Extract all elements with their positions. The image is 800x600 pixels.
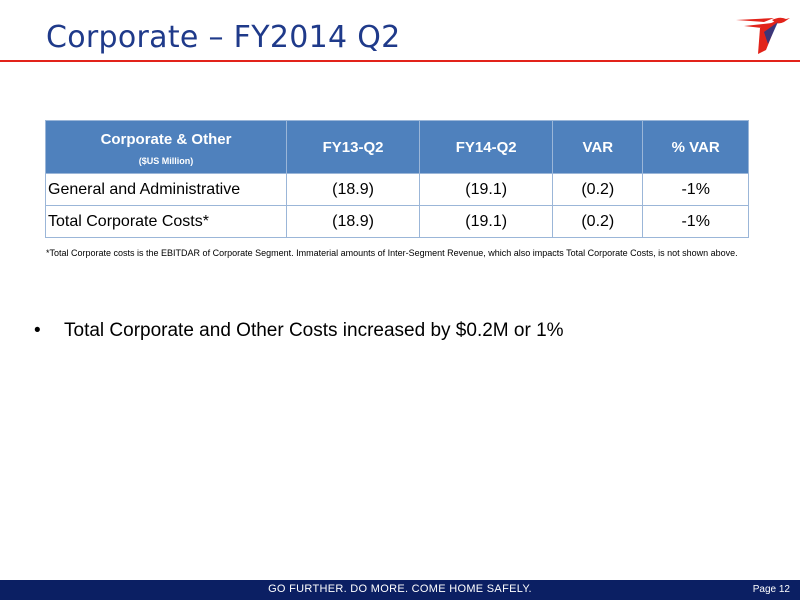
header-col-var: VAR — [552, 120, 644, 174]
cell-pct-var: -1% — [642, 173, 749, 206]
cell-fy13q2: (18.9) — [285, 173, 421, 206]
hummingbird-logo-icon — [736, 17, 790, 54]
bullet-item: • Total Corporate and Other Costs increas… — [34, 320, 564, 342]
cell-fy13q2: (18.9) — [285, 205, 421, 238]
table-footnote: *Total Corporate costs is the EBITDAR of… — [46, 248, 738, 258]
footer-slogan: GO FURTHER. DO MORE. COME HOME SAFELY. — [268, 583, 532, 595]
cell-pct-var: -1% — [642, 205, 749, 238]
cell-var: (0.2) — [552, 205, 644, 238]
header-corporate-other: Corporate & Other ($US Million) — [45, 120, 287, 174]
cell-var: (0.2) — [552, 173, 644, 206]
slide-title: Corporate – FY2014 Q2 — [46, 20, 401, 55]
cell-fy14q2: (19.1) — [419, 173, 554, 206]
table-row: General and Administrative (18.9) (19.1)… — [45, 173, 749, 206]
footer-bar: GO FURTHER. DO MORE. COME HOME SAFELY. P… — [0, 580, 800, 600]
bullet-marker: • — [34, 320, 41, 341]
row-label: General and Administrative — [45, 173, 287, 206]
header-col-fy14q2: FY14-Q2 — [419, 120, 554, 174]
cell-fy14q2: (19.1) — [419, 205, 554, 238]
table-header-row: Corporate & Other ($US Million) FY13-Q2 … — [45, 120, 749, 174]
title-divider — [0, 60, 800, 62]
header-col-fy13q2: FY13-Q2 — [285, 120, 421, 174]
header-label-main: Corporate & Other — [100, 130, 232, 148]
table-row: Total Corporate Costs* (18.9) (19.1) (0.… — [45, 205, 749, 238]
page-number: Page 12 — [752, 584, 790, 595]
corporate-costs-table: Corporate & Other ($US Million) FY13-Q2 … — [45, 120, 749, 238]
bullet-text: Total Corporate and Other Costs increase… — [64, 320, 564, 341]
header-col-pct-var: % VAR — [642, 120, 749, 174]
row-label: Total Corporate Costs* — [45, 205, 287, 238]
header-label-units: ($US Million) — [138, 155, 194, 166]
